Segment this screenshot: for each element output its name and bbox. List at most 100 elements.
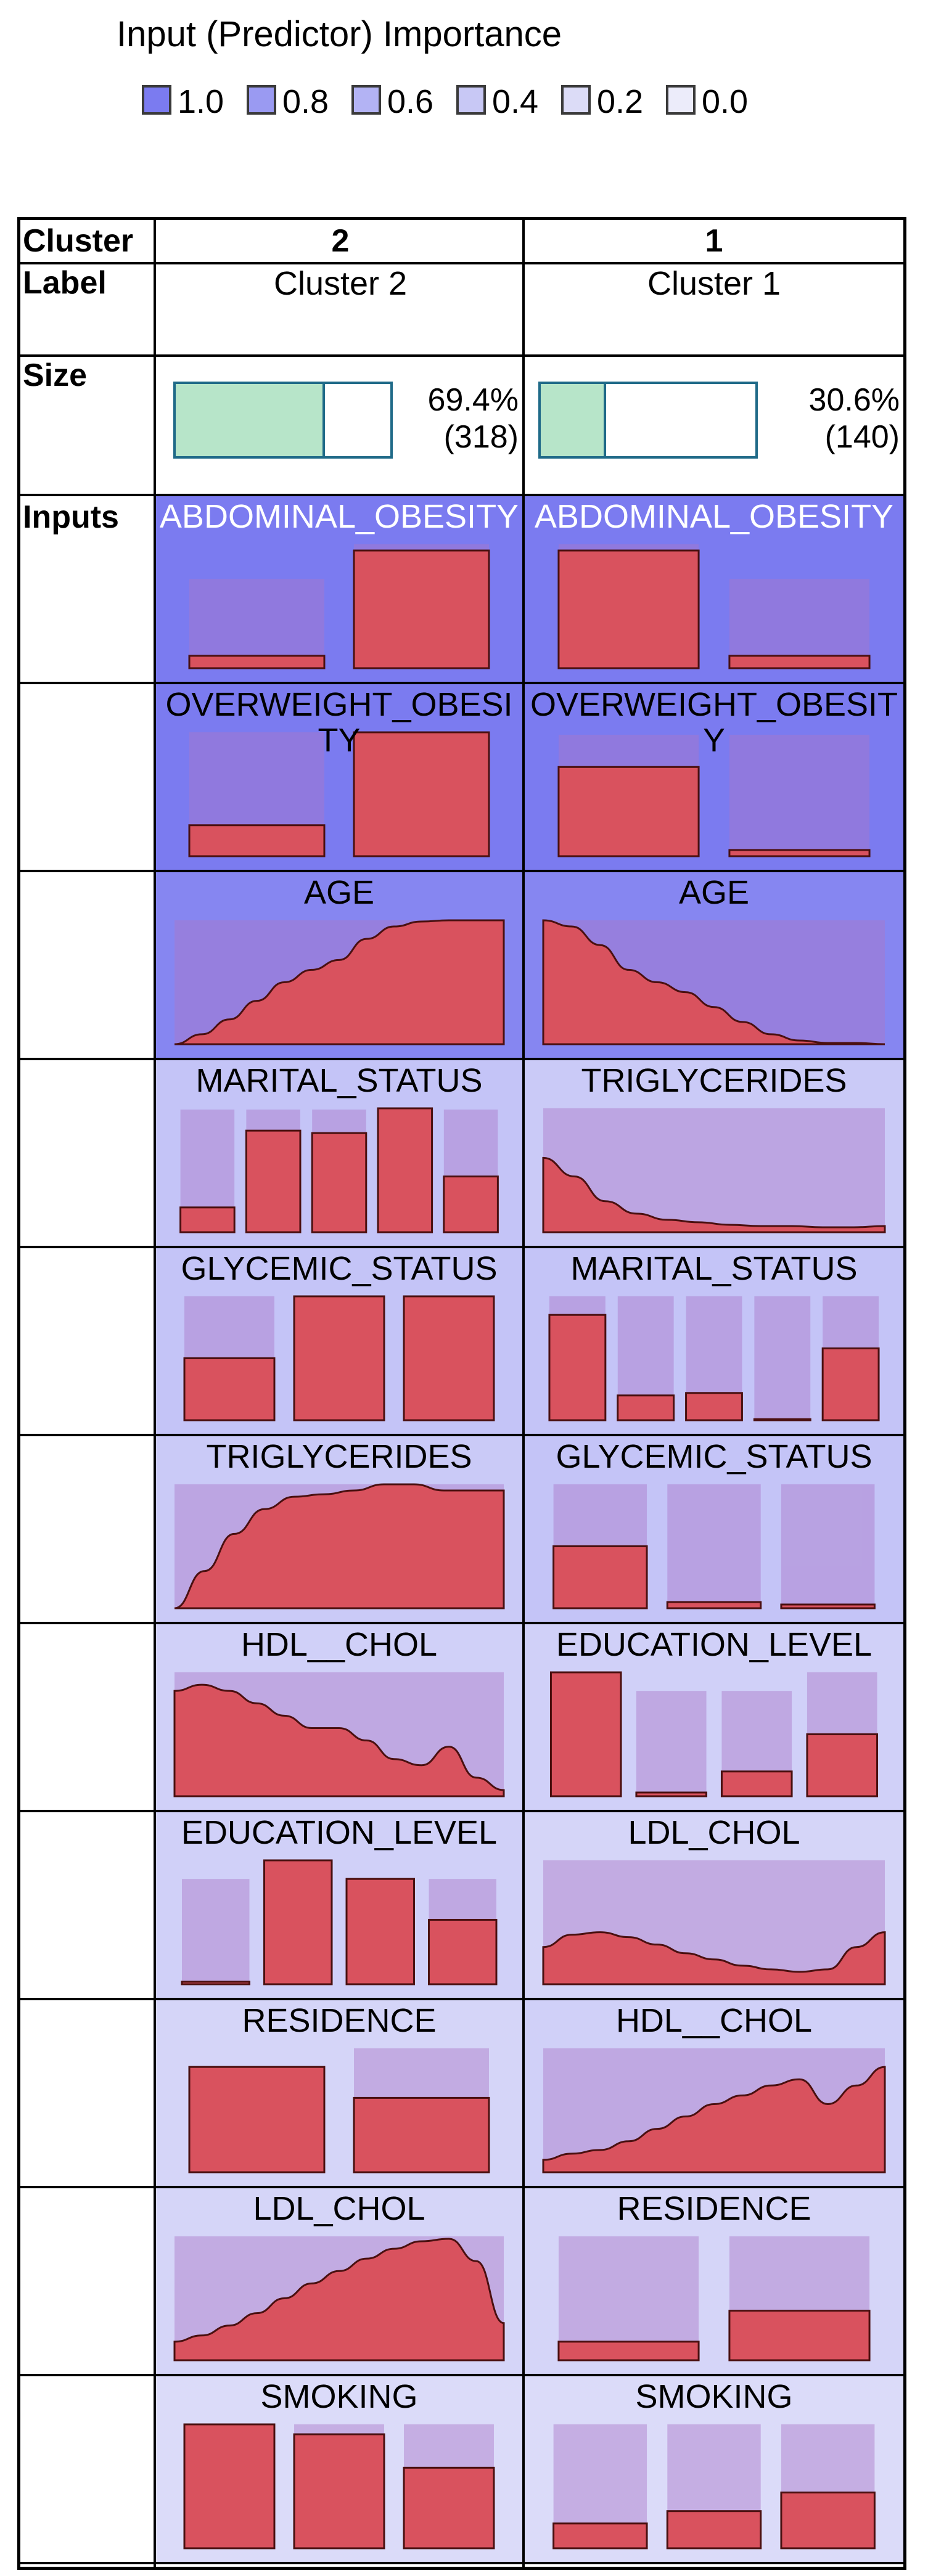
cluster-bar [311, 1132, 368, 1233]
cluster-bar [728, 849, 871, 857]
legend-label: 0.4 [492, 83, 539, 120]
cluster-density-area [173, 2238, 505, 2361]
feature-distribution-chart [552, 1484, 876, 1609]
size-header-label: Size [23, 358, 88, 393]
cluster-density-area [542, 919, 885, 1045]
feature-cell[interactable]: ABDOMINAL_OBESITY [525, 496, 903, 682]
feature-name: GLYCEMIC_STATUS [181, 1250, 498, 1287]
cluster-bar [720, 1770, 793, 1797]
feature-distribution-chart [174, 1483, 505, 1609]
cluster-bar [552, 2522, 648, 2549]
cluster-bar [403, 1295, 495, 1421]
cluster-density-area [542, 2066, 886, 2173]
feature-cell[interactable]: RESIDENCE [525, 2188, 903, 2374]
feature-cell[interactable]: OVERWEIGHT_OBESITY [525, 684, 903, 870]
cluster-bar [345, 1878, 415, 1985]
feature-cell[interactable]: MARITAL_STATUS [525, 1248, 903, 1434]
column-divider [522, 220, 525, 2567]
legend-swatch [561, 85, 591, 115]
row-divider [20, 682, 903, 684]
cluster-bar [377, 1107, 433, 1233]
cluster-2-size-bar [173, 382, 393, 459]
feature-cell[interactable]: MARITAL_STATUS [156, 1060, 522, 1246]
cluster-bar [353, 731, 490, 857]
feature-cell[interactable]: GLYCEMIC_STATUS [525, 1436, 903, 1622]
cluster-bar [780, 1603, 876, 1609]
feature-cell[interactable]: AGE [156, 872, 522, 1058]
feature-cell[interactable]: LDL_CHOL [156, 2188, 522, 2374]
feature-cell[interactable]: SMOKING [525, 2376, 903, 2562]
feature-cell[interactable]: EDUCATION_LEVEL [525, 1624, 903, 1810]
cluster-bar [188, 655, 326, 669]
cluster-2-size-n: (318) [443, 419, 519, 455]
feature-cell[interactable]: RESIDENCE [156, 2000, 522, 2186]
feature-cell[interactable]: AGE [525, 872, 903, 1058]
overall-bar [182, 1879, 250, 1984]
label-header-label: Label [23, 265, 107, 301]
feature-distribution-chart [557, 735, 871, 857]
feature-cell[interactable]: ABDOMINAL_OBESITY [156, 496, 522, 682]
feature-cell[interactable]: TRIGLYCERIDES [156, 1436, 522, 1622]
feature-cell[interactable]: HDL__CHOL [525, 2000, 903, 2186]
feature-name: RESIDENCE [242, 2002, 437, 2039]
cluster-bar [557, 2341, 700, 2361]
feature-cell[interactable]: OVERWEIGHT_OBESITY [156, 684, 522, 870]
cluster-density-area [542, 1156, 886, 1233]
cluster-bar [666, 2510, 762, 2549]
feature-distribution-chart [542, 1108, 886, 1233]
cluster-density-area [174, 1483, 505, 1609]
cluster-bar [685, 1392, 743, 1421]
cluster-bar [179, 1206, 236, 1233]
feature-distribution-chart [542, 2048, 886, 2173]
row-divider [20, 2186, 903, 2188]
cluster-bar [183, 2423, 276, 2549]
row-divider [20, 354, 903, 357]
feature-distribution-chart [188, 2048, 490, 2173]
cluster-bar [635, 1791, 708, 1797]
feature-distribution-chart [542, 919, 885, 1045]
feature-name: HDL__CHOL [240, 1626, 438, 1663]
feature-name: LDL_CHOL [253, 2190, 425, 2227]
feature-distribution-chart [183, 2423, 495, 2549]
feature-cell[interactable]: HDL__CHOL [156, 1624, 522, 1810]
feature-distribution-chart [542, 1860, 886, 1985]
column-divider [154, 220, 156, 2567]
feature-cell[interactable]: EDUCATION_LEVEL [156, 1812, 522, 1998]
feature-cell[interactable]: GLYCEMIC_STATUS [156, 1248, 522, 1434]
overall-bar [754, 1296, 811, 1420]
legend-label: 0.0 [702, 83, 749, 120]
row-divider [20, 1058, 903, 1060]
legend-swatch [247, 85, 276, 115]
row-divider [20, 1622, 903, 1624]
cluster-header-label: Cluster [23, 223, 134, 259]
chart-title: Input (Predictor) Importance [116, 14, 562, 54]
feature-distribution-chart [552, 2424, 876, 2549]
cluster-bar [353, 2096, 490, 2173]
cluster-bar [557, 549, 700, 669]
cluster-bar [181, 1981, 250, 1985]
cluster-bar [443, 1176, 499, 1233]
overall-bar [636, 1691, 707, 1796]
row-divider [20, 1246, 903, 1248]
feature-name: MARITAL_STATUS [570, 1250, 858, 1287]
feature-cell[interactable]: LDL_CHOL [525, 1812, 903, 1998]
cluster-density-area [173, 1683, 505, 1797]
feature-distribution-chart [188, 731, 490, 857]
feature-name: TRIGLYCERIDES [206, 1438, 472, 1475]
cluster-2-id: 2 [331, 223, 350, 259]
feature-distribution-chart [181, 1859, 498, 1985]
feature-cell[interactable]: SMOKING [156, 2376, 522, 2562]
feature-distribution-chart [549, 1671, 879, 1797]
cluster-2-size-fill [176, 384, 325, 456]
cluster-comparison-table: Cluster Label Size Inputs 2 1 Cluster 2 … [17, 217, 906, 2570]
feature-distribution-chart [173, 1672, 505, 1797]
feature-cell[interactable]: TRIGLYCERIDES [525, 1060, 903, 1246]
cluster-1-size-pct: 30.6% [808, 382, 900, 418]
feature-distribution-chart [179, 1107, 499, 1233]
cluster-1-size-text: 30.6% (140) [758, 382, 900, 456]
feature-name: EDUCATION_LEVEL [556, 1626, 873, 1663]
feature-name: HDL__CHOL [615, 2002, 813, 2039]
legend-label: 0.2 [597, 83, 644, 120]
cluster-2-size-text: 69.4% (318) [390, 382, 519, 456]
feature-name: TRIGLYCERIDES [581, 1062, 847, 1099]
